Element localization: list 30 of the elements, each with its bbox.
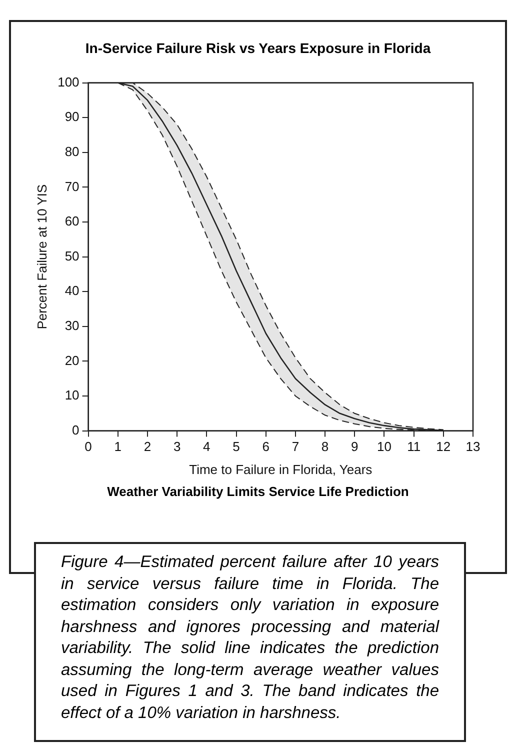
x-tick-label: 12 — [436, 439, 451, 454]
caption: Figure 4—Estimated percent failure after 10 years in service versus failure time in Florida. The estimation considers only variation in exposure harshness and ignores processing and material variability. The solid line indicates the prediction assuming the long-term average weather values used in Figures 1 and 3. The band indicates the effect of a 10% variation in harshness. — [34, 542, 466, 742]
x-tick-label: 1 — [114, 439, 122, 454]
x-tick-label: 9 — [351, 439, 358, 454]
y-tick-label: 10 — [64, 388, 80, 403]
y-tick-label: 60 — [64, 214, 80, 229]
y-tick-label: 30 — [64, 318, 80, 333]
chart-title: In-Service Failure Risk vs Years Exposure in Florida — [84, 40, 432, 56]
y-tick-label: 0 — [72, 422, 80, 438]
x-tick-label: 4 — [203, 439, 210, 454]
x-tick-label: 7 — [292, 439, 300, 454]
x-axis-title: Time to Failure in Florida, Years — [189, 462, 373, 477]
text: Weather Variability Limits Service Life Prediction — [106, 484, 410, 499]
x-tick-label: 13 — [466, 439, 480, 454]
y-tick-label: 20 — [64, 352, 80, 368]
x-tick-label: 6 — [262, 439, 270, 454]
x-tick-label: 5 — [232, 439, 240, 454]
y-tick-label: 80 — [64, 144, 80, 159]
x-tick-label: 0 — [84, 439, 92, 454]
y-tick-label: 90 — [64, 109, 80, 124]
y-tick-label: 40 — [64, 283, 80, 298]
x-tick-label: 2 — [144, 439, 152, 454]
x-tick-label: 11 — [407, 439, 421, 454]
x-tick-label: 8 — [321, 439, 329, 454]
y-tick-label: 100 — [58, 74, 80, 90]
x-tick-label: 3 — [173, 439, 181, 454]
y-tick-label: 50 — [64, 248, 80, 264]
x-tick-label: 10 — [376, 439, 392, 454]
y-axis-title: Percent Failure at 10 YIS — [34, 184, 50, 330]
y-tick-label: 70 — [64, 178, 80, 194]
